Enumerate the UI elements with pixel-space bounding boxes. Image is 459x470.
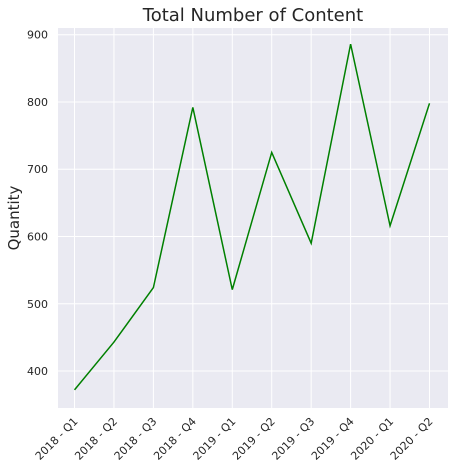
y-axis-ticks: 400 500 600 700 800 900 xyxy=(27,29,48,378)
y-axis-label: Quantity xyxy=(5,185,23,250)
grid-lines xyxy=(58,28,448,408)
x-tick-label: 2020 - Q2 xyxy=(388,415,436,463)
chart-title: Total Number of Content xyxy=(142,5,363,26)
y-tick-label: 900 xyxy=(27,29,48,42)
series-line xyxy=(73,43,431,391)
y-tick-label: 600 xyxy=(27,230,48,243)
y-tick-label: 400 xyxy=(27,365,48,378)
y-tick-label: 700 xyxy=(27,163,48,176)
y-tick-label: 500 xyxy=(27,298,48,311)
y-tick-label: 800 xyxy=(27,96,48,109)
